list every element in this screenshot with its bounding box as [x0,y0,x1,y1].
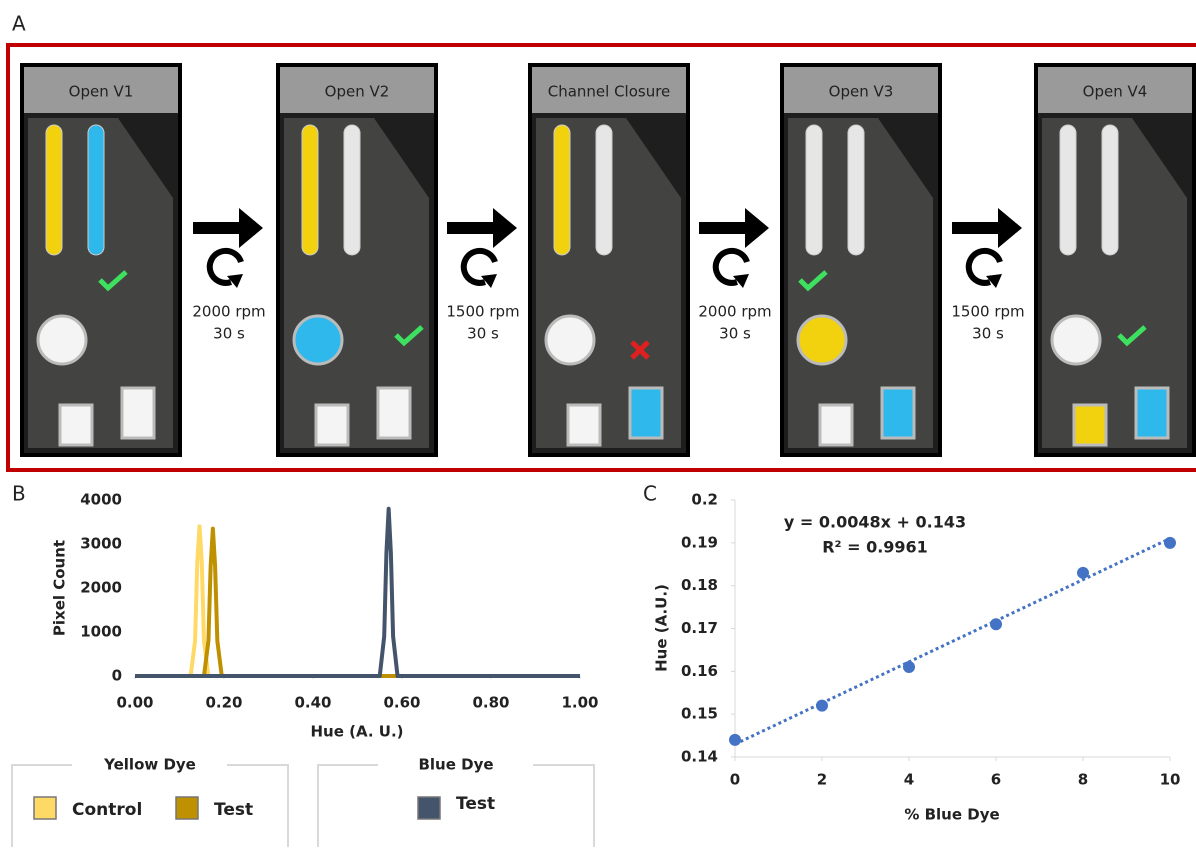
y-tick-label: 0.14 [681,748,718,766]
time: 30 s [467,325,499,343]
tube [344,125,360,255]
tube [596,125,612,255]
tube [1102,125,1118,255]
y-tick-label: 0.17 [681,619,718,637]
x-tick-label: 0.40 [294,694,331,712]
speed: 2000 rpm [698,303,771,321]
x-tick-label: 10 [1160,771,1181,789]
tube [88,125,104,255]
tube [302,125,318,255]
x-tick-label: 0.00 [116,694,153,712]
x-axis-title: % Blue Dye [904,806,999,824]
legend-swatch [176,797,198,819]
y-tick-label: 0.19 [681,533,718,551]
bulb [294,316,342,364]
x-tick-label: 8 [1078,771,1088,789]
legend-label: Test [456,794,495,814]
step-label: Channel Closure [548,83,671,101]
step-label: Open V2 [325,83,390,101]
x-tick-label: 0 [730,771,740,789]
time: 30 s [213,325,245,343]
chamber [1074,405,1106,445]
legend-label: Test [214,800,253,820]
x-tick-label: 4 [904,771,914,789]
arrow [699,208,769,248]
x-tick-label: 0.20 [205,694,242,712]
chamber [378,388,410,438]
y-tick-label: 0 [112,667,122,685]
arrow [193,208,263,248]
speed: 1500 rpm [951,303,1024,321]
legend-label: Control [72,800,142,820]
x-tick-label: 2 [817,771,827,789]
step-label: Open V1 [69,83,134,101]
y-tick-label: 2000 [80,579,122,597]
bulb [798,316,846,364]
tube [554,125,570,255]
chamber [630,388,662,438]
panel-label: B [12,482,26,506]
chamber [60,405,92,445]
point [990,618,1002,630]
tube [848,125,864,255]
chamber [1136,388,1168,438]
legend-swatch [34,797,56,819]
annotation: R² = 0.9961 [822,538,928,557]
chamber [316,405,348,445]
y-tick-label: 3000 [80,535,122,553]
chamber [122,388,154,438]
y-axis-title: Hue (A.U.) [653,584,671,672]
point [1077,567,1089,579]
legend-group-title: Blue Dye [418,756,493,774]
point [816,700,828,712]
x-tick-label: 0.80 [472,694,509,712]
bulb [546,316,594,364]
figure: A Open V1 Open V2 Channel Closure Open V3 Op… [0,0,1196,847]
step-label: Open V4 [1083,83,1148,101]
step-label: Open V3 [829,83,894,101]
y-tick-label: 0.2 [691,491,718,509]
bulb [1052,316,1100,364]
time: 30 s [719,325,751,343]
chamber [820,405,852,445]
point [1164,537,1176,549]
x-axis-title: Hue (A. U.) [310,723,403,741]
panel-label: C [643,482,657,506]
speed: 1500 rpm [446,303,519,321]
bulb [38,316,86,364]
speed: 2000 rpm [192,303,265,321]
chamber [882,388,914,438]
chamber [568,405,600,445]
series-line [135,526,580,676]
trendline [735,539,1170,745]
point [729,734,741,746]
tube [806,125,822,255]
y-axis-title: Pixel Count [51,540,69,636]
panel-label: A [12,12,26,36]
arrow [952,208,1022,248]
x-tick-label: 6 [991,771,1001,789]
x-tick-label: 0.60 [383,694,420,712]
time: 30 s [972,325,1004,343]
legend-group-title: Yellow Dye [103,756,196,774]
point [903,661,915,673]
annotation: y = 0.0048x + 0.143 [784,513,966,532]
y-tick-label: 0.16 [681,662,718,680]
y-tick-label: 0.15 [681,705,718,723]
tube [46,125,62,255]
legend-swatch [418,797,440,819]
tube [1060,125,1076,255]
y-tick-label: 1000 [80,623,122,641]
x-tick-label: 1.00 [561,694,598,712]
y-tick-label: 0.18 [681,576,718,594]
y-tick-label: 4000 [80,491,122,509]
arrow [447,208,517,248]
